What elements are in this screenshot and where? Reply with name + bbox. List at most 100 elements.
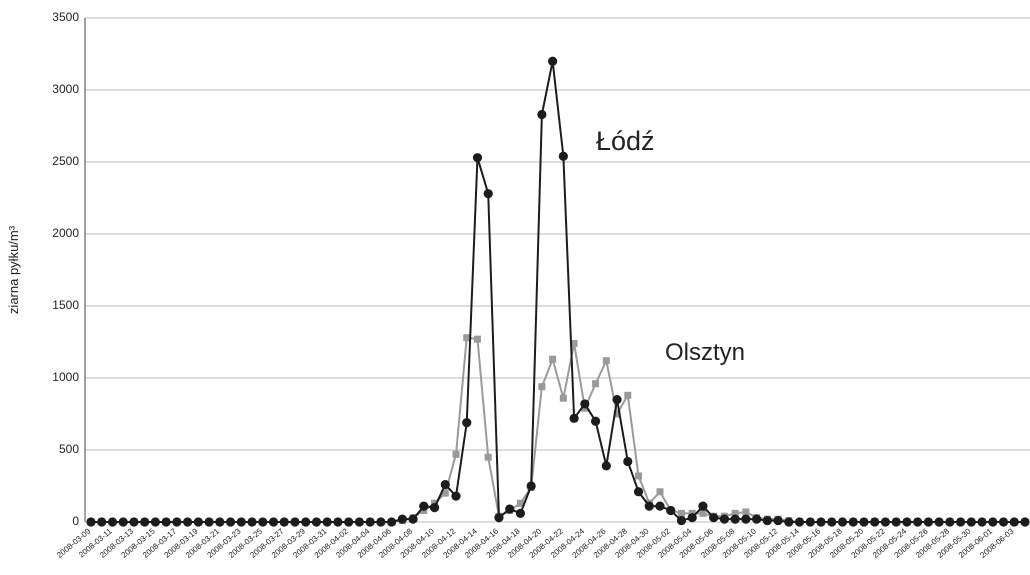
point — [183, 517, 193, 527]
point — [613, 410, 621, 418]
point — [923, 517, 933, 527]
point — [837, 517, 848, 527]
point — [538, 383, 546, 391]
point — [559, 394, 567, 402]
point — [709, 513, 719, 523]
point — [344, 517, 354, 527]
point — [204, 517, 214, 527]
y-tick-label: 3000 — [52, 82, 79, 96]
point — [354, 517, 364, 527]
point — [311, 517, 322, 527]
point — [258, 517, 268, 527]
point — [656, 488, 664, 496]
point — [484, 453, 492, 461]
point — [719, 514, 730, 524]
point — [698, 501, 708, 511]
point — [1009, 517, 1019, 527]
point — [376, 517, 386, 527]
point — [666, 505, 676, 516]
point — [902, 517, 912, 527]
y-axis-label: ziarna pyłku/m³ — [6, 225, 21, 314]
point — [752, 514, 762, 524]
point — [794, 517, 805, 527]
point — [1020, 517, 1030, 527]
point — [441, 489, 449, 497]
point — [397, 514, 407, 524]
point — [236, 517, 246, 527]
point — [784, 517, 794, 527]
point — [945, 517, 955, 527]
point — [655, 501, 665, 511]
point — [537, 109, 547, 120]
point — [107, 517, 118, 527]
point — [408, 514, 418, 524]
point — [977, 517, 987, 527]
point — [762, 515, 772, 526]
point — [365, 517, 375, 527]
point — [891, 517, 901, 527]
point — [483, 189, 493, 199]
point — [730, 514, 740, 524]
point — [172, 517, 182, 527]
series-line — [91, 61, 1025, 523]
point — [322, 517, 332, 527]
point — [429, 503, 440, 513]
annotation: Łódź — [596, 126, 655, 156]
point — [462, 418, 472, 428]
point — [848, 517, 858, 527]
point — [580, 399, 590, 409]
point — [955, 517, 966, 527]
y-tick-label: 1500 — [52, 298, 79, 312]
point — [816, 517, 826, 527]
point — [569, 413, 579, 423]
point — [570, 339, 578, 347]
point — [333, 517, 343, 527]
point — [463, 334, 471, 342]
annotation: Olsztyn — [665, 339, 745, 366]
point — [494, 513, 504, 523]
point — [966, 517, 976, 527]
point — [505, 504, 515, 514]
point — [590, 416, 601, 426]
point — [247, 517, 257, 527]
point — [140, 517, 150, 527]
point — [741, 514, 751, 524]
point — [440, 479, 450, 490]
y-tick-label: 500 — [59, 442, 79, 456]
point — [880, 517, 891, 527]
y-tick-label: 2500 — [52, 154, 79, 168]
point — [161, 517, 171, 527]
point — [677, 509, 685, 517]
point — [548, 56, 558, 66]
point — [279, 517, 289, 527]
point — [86, 517, 96, 527]
point — [526, 481, 536, 491]
point — [635, 472, 643, 480]
point — [731, 509, 739, 517]
point — [676, 515, 687, 526]
point — [472, 153, 483, 163]
point — [290, 517, 300, 527]
point — [742, 508, 750, 516]
point — [805, 517, 815, 527]
y-tick-label: 1000 — [52, 370, 79, 384]
point — [612, 395, 622, 405]
point — [592, 380, 600, 388]
point — [549, 355, 557, 363]
point — [998, 517, 1009, 527]
point — [623, 456, 633, 467]
point — [934, 517, 944, 527]
point — [118, 517, 128, 527]
point — [913, 517, 923, 527]
point — [773, 515, 783, 526]
point — [859, 517, 869, 527]
point — [624, 391, 632, 399]
point — [602, 357, 610, 365]
point — [150, 517, 161, 527]
point — [515, 508, 526, 518]
point — [827, 517, 837, 527]
point — [97, 517, 107, 527]
point — [516, 499, 524, 507]
point — [699, 509, 707, 517]
point — [473, 335, 481, 343]
